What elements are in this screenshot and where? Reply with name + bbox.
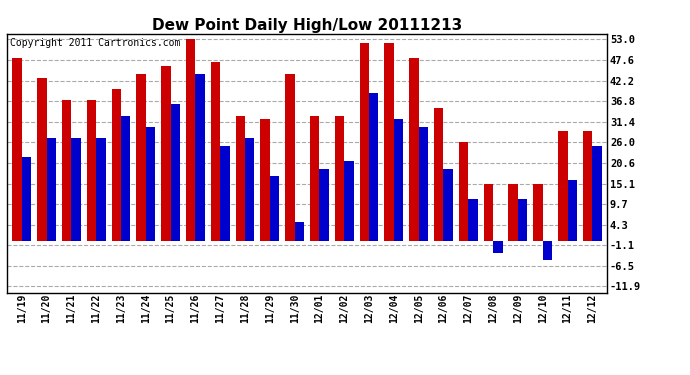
Bar xyxy=(260,119,270,241)
Bar xyxy=(518,199,527,241)
Bar xyxy=(493,241,502,252)
Bar xyxy=(558,131,567,241)
Bar xyxy=(469,199,477,241)
Bar xyxy=(235,116,245,241)
Text: Copyright 2011 Cartronics.com: Copyright 2011 Cartronics.com xyxy=(10,38,180,48)
Bar xyxy=(12,58,22,241)
Bar xyxy=(533,184,543,241)
Bar xyxy=(409,58,419,241)
Bar xyxy=(592,146,602,241)
Bar xyxy=(567,180,577,241)
Bar xyxy=(285,74,295,241)
Bar xyxy=(270,177,279,241)
Bar xyxy=(295,222,304,241)
Bar xyxy=(245,138,255,241)
Bar xyxy=(195,74,205,241)
Bar xyxy=(419,127,428,241)
Bar xyxy=(444,169,453,241)
Bar xyxy=(96,138,106,241)
Bar xyxy=(186,39,195,241)
Bar xyxy=(369,93,379,241)
Bar xyxy=(71,138,81,241)
Bar xyxy=(310,116,319,241)
Bar xyxy=(22,158,31,241)
Bar xyxy=(344,161,354,241)
Bar xyxy=(509,184,518,241)
Bar xyxy=(394,119,403,241)
Bar xyxy=(121,116,130,241)
Bar xyxy=(161,66,170,241)
Bar xyxy=(434,108,444,241)
Bar xyxy=(384,43,394,241)
Bar xyxy=(47,138,56,241)
Bar xyxy=(583,131,592,241)
Bar xyxy=(319,169,329,241)
Bar xyxy=(62,100,71,241)
Bar xyxy=(359,43,369,241)
Bar xyxy=(146,127,155,241)
Bar xyxy=(137,74,146,241)
Bar xyxy=(335,116,344,241)
Bar xyxy=(484,184,493,241)
Bar xyxy=(37,78,47,241)
Bar xyxy=(220,146,230,241)
Title: Dew Point Daily High/Low 20111213: Dew Point Daily High/Low 20111213 xyxy=(152,18,462,33)
Bar xyxy=(87,100,96,241)
Bar xyxy=(112,89,121,241)
Bar xyxy=(459,142,469,241)
Bar xyxy=(170,104,180,241)
Bar xyxy=(543,241,552,260)
Bar xyxy=(211,62,220,241)
